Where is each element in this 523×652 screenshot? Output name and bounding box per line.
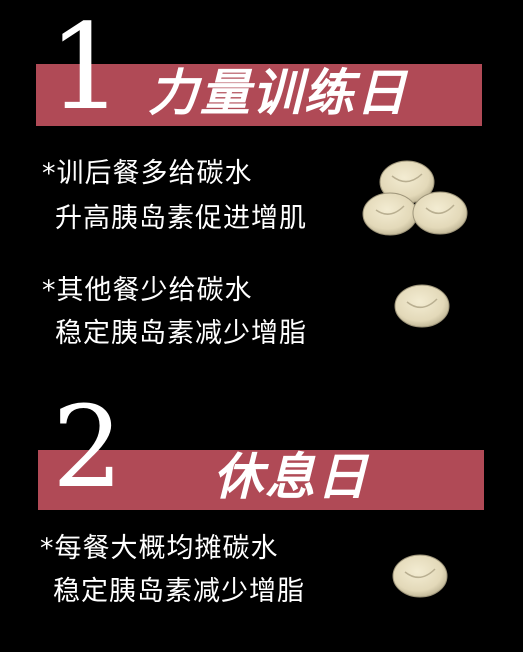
section-1-title-band (36, 64, 482, 126)
section-1-number: 1 (48, 0, 124, 136)
section-2-number: 2 (52, 383, 124, 513)
section-2-title: 休息日 (213, 448, 369, 506)
note-stable-insulin-less-fat: 稳定胰岛素减少增脂 (55, 318, 307, 349)
bun-icon (394, 284, 450, 328)
note-other-meals-less-carbs: *其他餐少给碳水 (42, 275, 253, 306)
note-insulin-muscle-gain: 升高胰岛素促进增肌 (55, 203, 307, 234)
section-2-title-band (38, 450, 484, 510)
bun-group-icon (362, 160, 468, 236)
bun-icon (392, 554, 448, 598)
note-post-workout-carbs: *训后餐多给碳水 (42, 158, 253, 189)
note-stable-insulin-less-fat-rest: 稳定胰岛素减少增脂 (53, 576, 305, 607)
section-1-title: 力量训练日 (148, 64, 408, 122)
note-even-carbs-per-meal: *每餐大概均摊碳水 (40, 533, 279, 564)
